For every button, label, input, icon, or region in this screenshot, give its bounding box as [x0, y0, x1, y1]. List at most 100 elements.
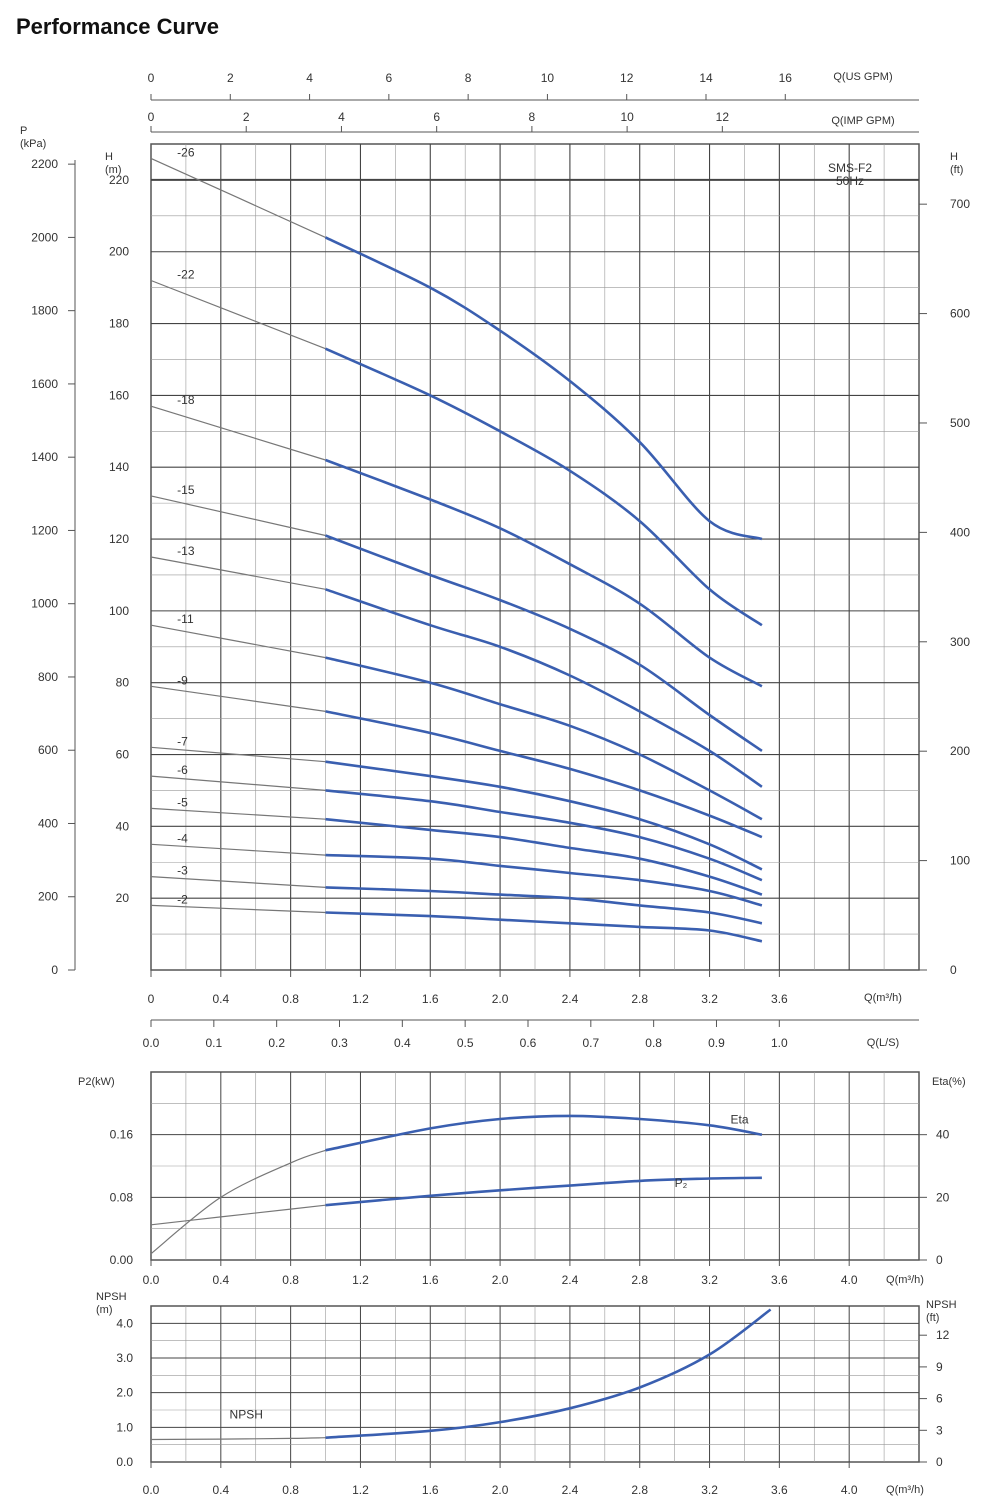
p-kpa-tick-label: 1000: [31, 597, 58, 611]
head-curve-label: -2: [177, 892, 188, 906]
h-m-tick-label: 20: [116, 891, 130, 905]
npsh-m-tick-label: 4.0: [116, 1316, 133, 1330]
npsh-series-label: NPSH: [230, 1408, 263, 1422]
npsh-ft-tick-label: 12: [936, 1328, 950, 1342]
npsh-x-tick-label: 1.6: [422, 1483, 439, 1497]
head-curve-label: -11: [177, 612, 194, 626]
head-x-tick-label: 3.6: [771, 992, 788, 1006]
p-kpa-tick-label: 1200: [31, 523, 58, 537]
p-kpa-tick-label: 2200: [31, 157, 58, 171]
p-kpa-tick-label: 600: [38, 743, 58, 757]
p2-series-label: P₂: [675, 1176, 688, 1190]
npsh-x-axis-label: Q(m³/h): [886, 1484, 924, 1496]
q-usgpm-tick-label: 0: [148, 71, 155, 85]
p-kpa-tick-label: 1800: [31, 304, 58, 318]
p-kpa-tick-label: 0: [51, 963, 58, 977]
h-m-tick-label: 180: [109, 317, 129, 331]
head-x-tick-label: 2.8: [631, 992, 648, 1006]
h-ft-tick-label: 600: [950, 307, 970, 321]
head-x-tick-label: 1.2: [352, 992, 369, 1006]
head-x-axis-label: Q(m³/h): [864, 992, 902, 1004]
p2-tick-label: 0.16: [110, 1128, 134, 1142]
h-ft-tick-label: 300: [950, 635, 970, 649]
head-curve-label: -7: [177, 734, 188, 748]
h-m-tick-label: 160: [109, 388, 129, 402]
head-curve-stage5-line: [325, 817, 763, 896]
npsh-curve-line: [325, 1308, 772, 1439]
npsh-x-tick-label: 3.2: [701, 1483, 718, 1497]
h-ft-tick-label: 0: [950, 963, 957, 977]
q-ls-tick-label: 0.2: [268, 1036, 285, 1050]
q-impgpm-tick-label: 4: [338, 110, 345, 124]
head-curve-stage5-extension: [150, 807, 326, 820]
head-curve-stage26-line: [324, 236, 763, 541]
h-ft-tick-label: 500: [950, 416, 970, 430]
head-curve-label: -15: [177, 483, 195, 497]
h-m-tick-label: 140: [109, 460, 129, 474]
head-x-tick-label: 0.4: [212, 992, 229, 1006]
q-usgpm-tick-label: 8: [465, 71, 472, 85]
q-ls-tick-label: 0.6: [520, 1036, 537, 1050]
head-x-tick-label: 2.4: [562, 992, 579, 1006]
head-curve-stage13-line: [325, 588, 763, 788]
head-curve-stage7-extension: [150, 746, 326, 763]
head-curve-stage11-line: [325, 656, 763, 821]
npsh-m-tick-label: 2.0: [116, 1386, 133, 1400]
head-curve-stage22-line: [324, 347, 763, 627]
q-impgpm-tick-label: 8: [529, 110, 536, 124]
model-annotation: SMS-F2 50Hz: [828, 161, 872, 188]
q-usgpm-tick-label: 2: [227, 71, 234, 85]
npsh-m-tick-label: 1.0: [116, 1420, 133, 1434]
h-m-tick-label: 40: [116, 819, 130, 833]
q-usgpm-tick-label: 16: [779, 71, 793, 85]
eta-axis-label: Eta(%): [932, 1076, 966, 1088]
q-ls-tick-label: 0.3: [331, 1036, 348, 1050]
q-impgpm-tick-label: 0: [148, 110, 155, 124]
head-x-tick-label: 2.0: [492, 992, 509, 1006]
head-curve-label: -5: [177, 795, 188, 809]
pe-curve-eta-extension: [150, 1149, 326, 1255]
h-m-tick-label: 120: [109, 532, 129, 546]
npsh-curve-extension: [150, 1437, 326, 1441]
pe-x-tick-label: 1.6: [422, 1273, 439, 1287]
npsh-x-tick-label: 4.0: [841, 1483, 858, 1497]
h-ft-tick-label: 100: [950, 854, 970, 868]
pe-x-tick-label: 3.6: [771, 1273, 788, 1287]
head-x-tick-label: 0: [148, 992, 155, 1006]
q-impgpm-axis-label: Q(IMP GPM): [831, 115, 894, 127]
p-kpa-tick-label: 1600: [31, 377, 58, 391]
head-curve-stage18-line: [325, 458, 763, 688]
eta-tick-label: 0: [936, 1253, 943, 1267]
npsh-x-tick-label: 0.0: [143, 1483, 160, 1497]
q-impgpm-tick-label: 6: [433, 110, 440, 124]
pe-x-tick-label: 2.0: [492, 1273, 509, 1287]
head-curve-label: -6: [177, 763, 188, 777]
head-curve-stage9-extension: [150, 685, 326, 712]
head-curve-stage7-line: [325, 760, 763, 871]
npsh-ft-axis-label: NPSH (ft): [926, 1299, 957, 1324]
npsh-x-tick-label: 1.2: [352, 1483, 369, 1497]
head-curve-label: -26: [177, 145, 195, 159]
q-usgpm-tick-label: 14: [699, 71, 713, 85]
npsh-ft-tick-label: 9: [936, 1360, 943, 1374]
head-curve-stage4-extension: [150, 843, 326, 856]
p-kpa-tick-label: 800: [38, 670, 58, 684]
q-ls-axis-label: Q(L/S): [867, 1037, 899, 1049]
q-usgpm-axis-label: Q(US GPM): [833, 71, 892, 83]
pe-curve-p2-line: [325, 1176, 762, 1207]
head-curve-stage11-extension: [150, 624, 326, 659]
q-usgpm-tick-label: 6: [386, 71, 393, 85]
head-curve-stage15-extension: [150, 495, 326, 537]
p2-tick-label: 0.08: [110, 1190, 134, 1204]
head-x-tick-label: 0.8: [282, 992, 299, 1006]
head-x-tick-label: 1.6: [422, 992, 439, 1006]
q-ls-tick-label: 0.4: [394, 1036, 411, 1050]
q-impgpm-tick-label: 2: [243, 110, 250, 124]
head-curve-stage6-line: [325, 789, 763, 882]
pe-x-tick-label: 2.8: [631, 1273, 648, 1287]
q-impgpm-tick-label: 12: [716, 110, 730, 124]
npsh-x-tick-label: 2.8: [631, 1483, 648, 1497]
pe-x-tick-label: 1.2: [352, 1273, 369, 1287]
head-curve-label: -9: [177, 673, 188, 687]
p-kpa-tick-label: 2000: [31, 230, 58, 244]
